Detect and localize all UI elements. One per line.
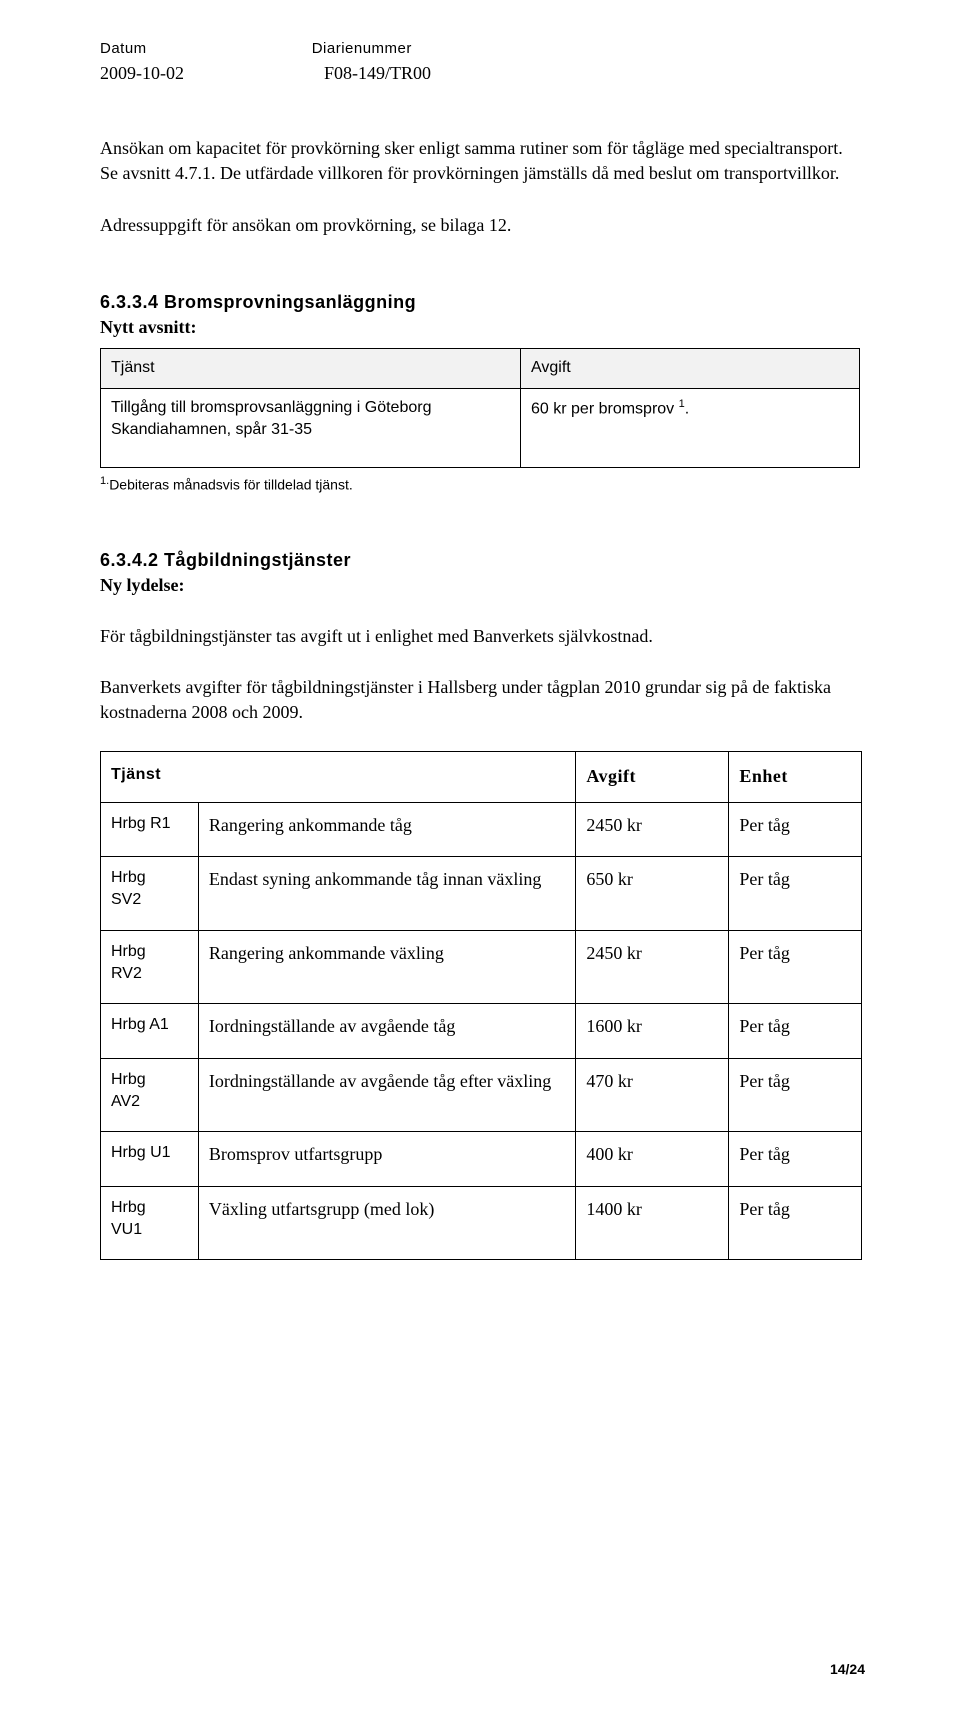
t2-cell-avgift: 1600 kr [576,1004,729,1058]
t2-cell-desc: Rangering ankommande växling [198,930,575,1004]
footnote-1: 1.Debiteras månadsvis för tilldelad tjän… [100,474,865,495]
t1-header-avgift: Avgift [521,349,860,388]
table-row: Hrbg R1Rangering ankommande tåg2450 krPe… [101,802,862,856]
t2-cell-code: Hrbg R1 [101,802,199,856]
t2-cell-avgift: 2450 kr [576,930,729,1004]
t2-header-avgift: Avgift [576,752,729,802]
t2-cell-desc: Iordningställande av avgående tåg [198,1004,575,1058]
t2-cell-avgift: 650 kr [576,856,729,930]
table-row: HrbgRV2Rangering ankommande växling2450 … [101,930,862,1004]
table-row: Hrbg U1Bromsprov utfartsgrupp400 krPer t… [101,1132,862,1186]
diarienummer-label: Diarienummer [312,38,412,59]
t2-cell-enhet: Per tåg [729,856,862,930]
document-page: Datum Diarienummer 2009-10-02 F08-149/TR… [0,0,960,1714]
paragraph-4: Banverkets avgifter för tågbildningstjän… [100,675,865,725]
diarienummer-value: F08-149/TR00 [324,61,431,86]
doc-header-values: 2009-10-02 F08-149/TR00 [100,61,865,86]
t2-cell-enhet: Per tåg [729,1186,862,1260]
t2-cell-desc: Endast syning ankommande tåg innan växli… [198,856,575,930]
t2-cell-enhet: Per tåg [729,802,862,856]
t2-cell-enhet: Per tåg [729,930,862,1004]
ny-lydelse-label: Ny lydelse: [100,573,865,598]
t2-cell-enhet: Per tåg [729,1132,862,1186]
t2-cell-avgift: 470 kr [576,1058,729,1132]
t1-cell-tjanst: Tillgång till bromsprovsanläggning i Göt… [101,388,521,468]
heading-6-3-4-2: 6.3.4.2 Tågbildningstjänster [100,548,865,573]
t2-cell-desc: Växling utfartsgrupp (med lok) [198,1186,575,1260]
t2-cell-desc: Rangering ankommande tåg [198,802,575,856]
t2-cell-enhet: Per tåg [729,1004,862,1058]
page-number: 14/24 [830,1660,865,1680]
paragraph-3: För tågbildningstjänster tas avgift ut i… [100,624,865,649]
paragraph-2: Adressuppgift för ansökan om provkörning… [100,213,865,238]
t2-cell-code: HrbgVU1 [101,1186,199,1260]
t2-header-enhet: Enhet [729,752,862,802]
t2-cell-enhet: Per tåg [729,1058,862,1132]
t1-cell-avgift: 60 kr per bromsprov 1. [521,388,860,468]
t2-cell-code: HrbgRV2 [101,930,199,1004]
table-row: HrbgAV2Iordningställande av avgående tåg… [101,1058,862,1132]
t2-cell-avgift: 1400 kr [576,1186,729,1260]
t2-cell-avgift: 400 kr [576,1132,729,1186]
heading-6-3-3-4: 6.3.3.4 Bromsprovningsanläggning [100,290,865,315]
t2-cell-code: Hrbg U1 [101,1132,199,1186]
date-label: Datum [100,38,147,59]
t2-header-tjanst: Tjänst [101,752,576,802]
table-row: HrbgSV2Endast syning ankommande tåg inna… [101,856,862,930]
paragraph-1: Ansökan om kapacitet för provkörning ske… [100,136,865,186]
doc-header-labels: Datum Diarienummer [100,38,865,59]
table-bromsprovning: Tjänst Avgift Tillgång till bromsprovsan… [100,348,860,468]
t2-cell-avgift: 2450 kr [576,802,729,856]
table-row: HrbgVU1Växling utfartsgrupp (med lok)140… [101,1186,862,1260]
date-value: 2009-10-02 [100,61,184,86]
t2-cell-desc: Bromsprov utfartsgrupp [198,1132,575,1186]
t2-cell-desc: Iordningställande av avgående tåg efter … [198,1058,575,1132]
t2-cell-code: Hrbg A1 [101,1004,199,1058]
t1-header-tjanst: Tjänst [101,349,521,388]
table-row: Hrbg A1Iordningställande av avgående tåg… [101,1004,862,1058]
t2-cell-code: HrbgAV2 [101,1058,199,1132]
t2-cell-code: HrbgSV2 [101,856,199,930]
nytt-avsnitt-label: Nytt avsnitt: [100,315,865,340]
table-tagbildning: Tjänst Avgift Enhet Hrbg R1Rangering ank… [100,751,862,1260]
